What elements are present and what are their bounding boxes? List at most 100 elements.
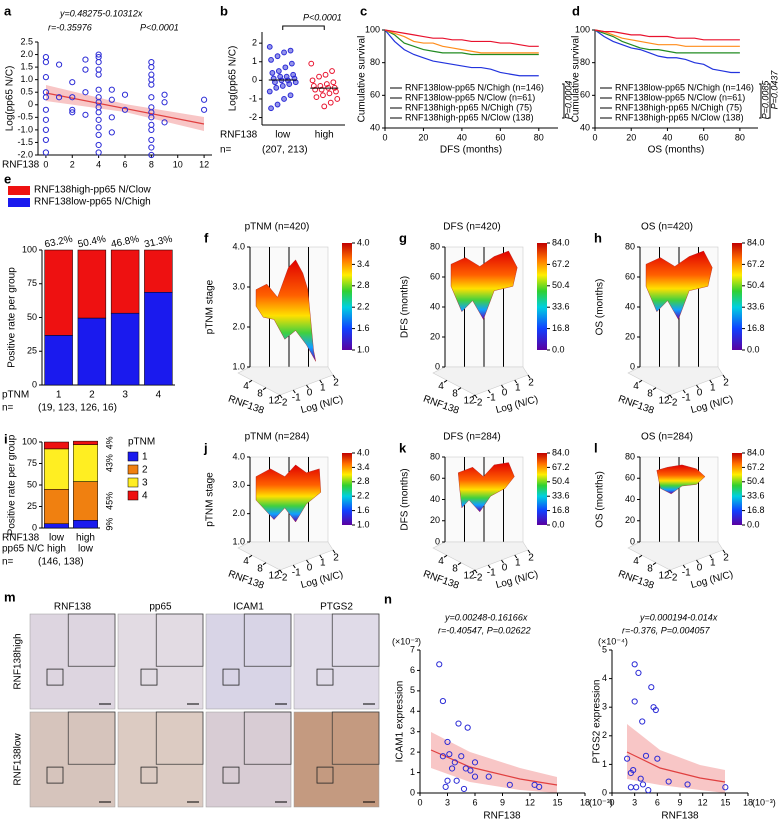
y-tick-label: 100 xyxy=(22,244,37,254)
y-tick-label: 20 xyxy=(430,331,440,341)
point xyxy=(69,109,76,116)
y-tick-label: -1 xyxy=(292,568,301,579)
x-tick-label: high xyxy=(315,130,334,141)
x-tick-label: low xyxy=(275,130,291,141)
column-header: PTGS2 xyxy=(320,602,353,613)
roi-box xyxy=(316,766,334,784)
x-tick xyxy=(248,379,253,383)
y-tick-label: 3.0 xyxy=(232,480,245,490)
point xyxy=(624,755,631,762)
surface xyxy=(255,464,322,523)
y-tick-label: -1 xyxy=(292,393,301,404)
x-tick-label: 2 xyxy=(70,159,75,169)
point xyxy=(436,661,443,668)
point xyxy=(121,106,129,113)
y-tick-label: 40 xyxy=(625,494,635,504)
value-label: 46.8% xyxy=(110,234,140,251)
point xyxy=(506,781,513,788)
colorbar xyxy=(342,453,352,525)
y-axis-label: Cumulative survival xyxy=(357,36,368,123)
panel-label: a xyxy=(4,3,12,18)
x-tick-label: 0 xyxy=(417,797,422,807)
x-tick-label: 18 xyxy=(743,797,753,807)
colorbar-tick-label: 1.0 xyxy=(357,519,370,529)
y-tick-label: 0 xyxy=(307,388,313,399)
x-tick-label: 60 xyxy=(495,132,505,142)
x-tick-label: 4 xyxy=(633,556,639,567)
y-tick xyxy=(292,564,296,569)
annotation: r=-0.376, P=0.004057 xyxy=(622,625,711,635)
y-tick-label: 60 xyxy=(430,473,440,483)
annotation: P<0.0001 xyxy=(140,22,179,32)
y-tick-label: 20 xyxy=(430,515,440,525)
y-tick xyxy=(669,569,673,574)
y-tick-label: -1.0 xyxy=(17,124,33,134)
y-tick xyxy=(487,389,491,394)
point xyxy=(95,58,102,66)
y-tick-label: 100 xyxy=(365,24,380,34)
fit-line xyxy=(430,749,558,786)
y-tick-label: 25 xyxy=(27,346,37,356)
point xyxy=(320,92,326,99)
point xyxy=(645,787,652,794)
column-header: ICAM1 xyxy=(233,602,264,613)
bar-segment xyxy=(110,249,140,314)
survival-curve xyxy=(384,29,539,77)
x-tick-label: 3 xyxy=(445,797,450,807)
point xyxy=(464,724,471,731)
bar-segment xyxy=(44,489,69,524)
y-tick xyxy=(696,384,699,389)
y-tick-label: 0 xyxy=(28,99,33,109)
x-tick-label: 8 xyxy=(257,388,263,399)
panel-title: OS (n=420) xyxy=(641,222,693,233)
y-tick xyxy=(527,374,531,379)
z-axis-label: pTNM stage xyxy=(205,279,216,334)
x-tick-label: 15 xyxy=(552,797,562,807)
point xyxy=(161,91,168,98)
y-tick-label: 0 xyxy=(602,787,607,797)
panel-label: i xyxy=(4,431,8,446)
point xyxy=(108,114,115,121)
y-tick-label: 1 xyxy=(320,383,326,394)
point xyxy=(627,784,634,791)
x-tick-label: 6 xyxy=(472,797,477,807)
x-tick-label: 12 xyxy=(658,396,670,407)
x-tick-label: 20 xyxy=(418,132,428,142)
y-axis-label: Cumulative survival xyxy=(571,36,582,123)
x-tick xyxy=(248,554,253,558)
point xyxy=(275,68,282,74)
y-tick xyxy=(474,394,478,399)
fit-band xyxy=(431,732,557,793)
legend-label: 2 xyxy=(142,465,148,476)
x-axis-label: RNF138 xyxy=(661,811,699,822)
colorbar xyxy=(537,243,547,350)
x-tick xyxy=(262,562,267,566)
y-tick-label: 100 xyxy=(22,436,37,446)
y-tick-label: -0.5 xyxy=(17,112,33,122)
point xyxy=(471,759,479,766)
y-tick-label: 1 xyxy=(320,558,326,569)
x-tick-label: 6 xyxy=(122,159,127,169)
bar-segment xyxy=(73,481,98,521)
point xyxy=(148,71,155,78)
y-tick-label: 40 xyxy=(370,122,380,132)
colorbar-tick-label: 1.6 xyxy=(357,505,370,515)
x-axis-label: RNF138 xyxy=(2,160,40,171)
survival-curve xyxy=(384,29,539,56)
colorbar-tick-label: 1.0 xyxy=(357,344,370,354)
point xyxy=(654,755,661,762)
y-tick xyxy=(514,554,518,559)
y-tick-label: 1.0 xyxy=(232,361,245,371)
y-tick-label: -1 xyxy=(487,568,496,579)
y-tick-label: 1 xyxy=(515,383,521,394)
point xyxy=(630,767,637,774)
y-tick-label: 60 xyxy=(430,271,440,281)
surface xyxy=(645,250,713,320)
bar-segment xyxy=(44,523,69,529)
x-tick-label: high xyxy=(76,533,95,544)
y-tick-label: 2 xyxy=(528,378,534,389)
point xyxy=(42,53,50,61)
y-tick-label: 0 xyxy=(697,563,703,574)
x-tick-label: 12 xyxy=(658,571,670,582)
y-tick-label: 1.0 xyxy=(20,74,33,84)
